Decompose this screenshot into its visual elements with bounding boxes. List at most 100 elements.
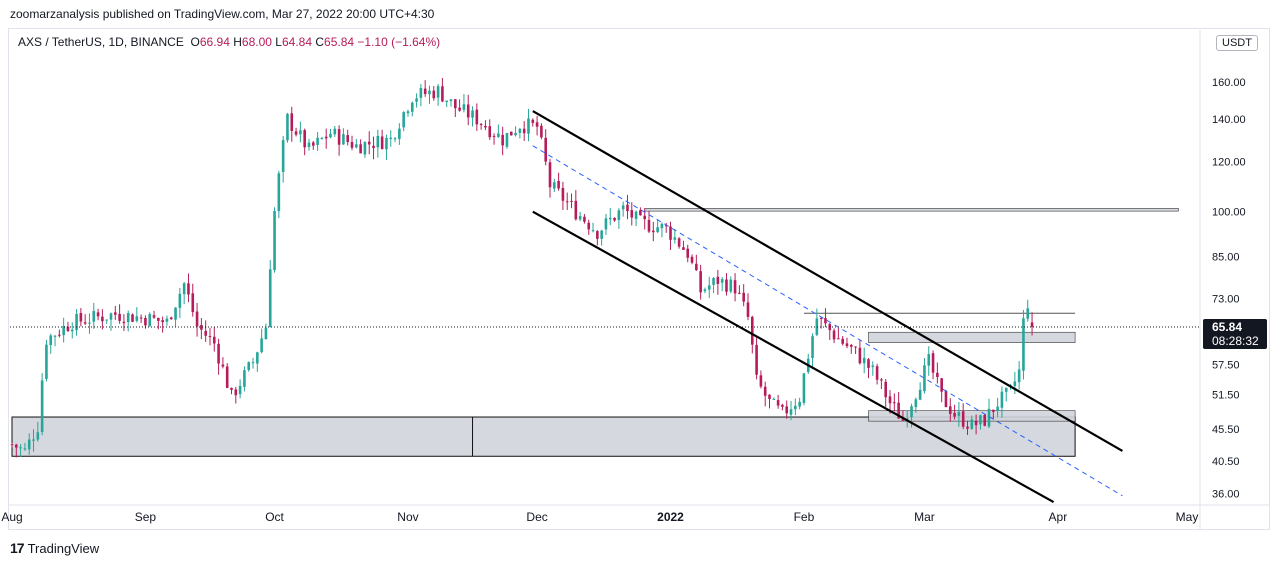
candle-body	[888, 396, 892, 404]
candle-body	[109, 313, 113, 320]
candle-body	[157, 317, 160, 321]
candle-body	[996, 406, 999, 411]
candle-body	[230, 387, 233, 390]
candle-body	[746, 302, 750, 317]
candle-body	[677, 238, 681, 247]
candle-body	[837, 338, 840, 340]
candle-body	[441, 86, 444, 102]
last-price-label: 65.84	[1212, 320, 1242, 334]
low-label: L	[275, 35, 282, 49]
candle-body	[423, 88, 427, 95]
candle-body	[410, 102, 414, 112]
candle-body	[113, 312, 117, 315]
x-tick-label: Mar	[914, 510, 935, 524]
x-tick-label: Feb	[794, 510, 815, 524]
candle-body	[380, 136, 384, 149]
candle-body	[794, 405, 797, 410]
candle-body	[70, 329, 74, 332]
y-tick-label: 51.50	[1212, 390, 1240, 402]
candle-body	[1013, 381, 1017, 387]
candle-body	[53, 335, 57, 337]
candle-body	[871, 365, 875, 368]
open-value: 66.94	[199, 35, 230, 49]
candle-body	[79, 312, 83, 322]
support-zone	[11, 416, 1076, 457]
symbol-label[interactable]: AXS / TetherUS, 1D, BINANCE	[18, 35, 184, 49]
last-price-badge	[1203, 318, 1267, 349]
candle-body	[174, 307, 177, 320]
candle-body	[927, 354, 931, 366]
candle-body	[1004, 387, 1008, 392]
candle-body	[398, 128, 401, 139]
candle-body	[699, 271, 702, 293]
candle-body	[247, 362, 251, 370]
candle-body	[660, 223, 664, 229]
symbol-legend: AXS / TetherUS, 1D, BINANCE O66.94 H68.0…	[18, 35, 440, 49]
candle-body	[294, 131, 298, 135]
candle-body	[393, 138, 397, 140]
y-tick-label: 120.00	[1212, 156, 1246, 168]
candle-body	[376, 135, 380, 148]
candle-body	[337, 129, 341, 145]
x-tick-label: Aug	[1, 510, 22, 524]
publisher-line: zoomarzanalysis published on TradingView…	[10, 7, 435, 21]
candle-body	[867, 359, 870, 368]
currency-button[interactable]: USDT	[1216, 35, 1258, 51]
x-tick-label: Dec	[526, 510, 547, 524]
candle-body	[983, 414, 987, 426]
candle-body	[755, 344, 758, 375]
candle-body	[690, 256, 694, 263]
candle-body	[385, 137, 388, 150]
candle-body	[703, 289, 707, 292]
candle-body	[10, 444, 14, 446]
high-label: H	[233, 35, 242, 49]
footer-brand[interactable]: 17 TradingView	[10, 540, 99, 556]
candle-body	[824, 318, 827, 324]
candle-body	[647, 219, 651, 232]
candle-body	[152, 315, 156, 318]
candle-body	[273, 211, 276, 271]
candle-body	[212, 336, 216, 344]
chart-pane[interactable]	[8, 28, 1270, 530]
candle-body	[875, 366, 879, 380]
candle-body	[475, 109, 479, 125]
candle-body	[96, 312, 100, 317]
candle-body	[785, 406, 789, 414]
tradingview-logo-icon: 17	[10, 540, 25, 556]
close-value: 65.84	[324, 35, 355, 49]
candle-body	[105, 319, 108, 321]
candle-body	[497, 133, 500, 137]
low-value: 64.84	[281, 35, 312, 49]
candle-body	[131, 314, 134, 322]
candle-body	[604, 218, 608, 230]
candle-body	[544, 137, 547, 162]
candle-body	[281, 140, 285, 172]
candle-body	[458, 107, 461, 111]
candle-body	[686, 248, 690, 258]
candle-body	[858, 347, 862, 364]
candle-body	[488, 126, 492, 138]
y-tick-label: 36.00	[1212, 488, 1240, 500]
candle-body	[940, 378, 943, 392]
candle-body	[750, 316, 754, 345]
candle-body	[367, 141, 371, 145]
candle-body	[277, 173, 281, 212]
candle-body	[841, 338, 844, 344]
tradingview-brand-label: TradingView	[27, 540, 100, 556]
candle-body	[118, 313, 121, 321]
candle-body	[656, 227, 659, 233]
candle-body	[553, 182, 556, 189]
channel-upper	[532, 110, 1123, 452]
candle-body	[832, 330, 836, 340]
candle-body	[798, 401, 801, 407]
candle-body	[854, 346, 857, 348]
candle-body	[350, 141, 354, 148]
candle-body	[561, 187, 565, 201]
candle-body	[897, 402, 900, 419]
candle-body	[682, 247, 685, 250]
candle-body	[92, 311, 96, 322]
candle-body	[673, 237, 677, 240]
x-tick-label: Nov	[397, 510, 418, 524]
candle-body	[200, 324, 203, 330]
